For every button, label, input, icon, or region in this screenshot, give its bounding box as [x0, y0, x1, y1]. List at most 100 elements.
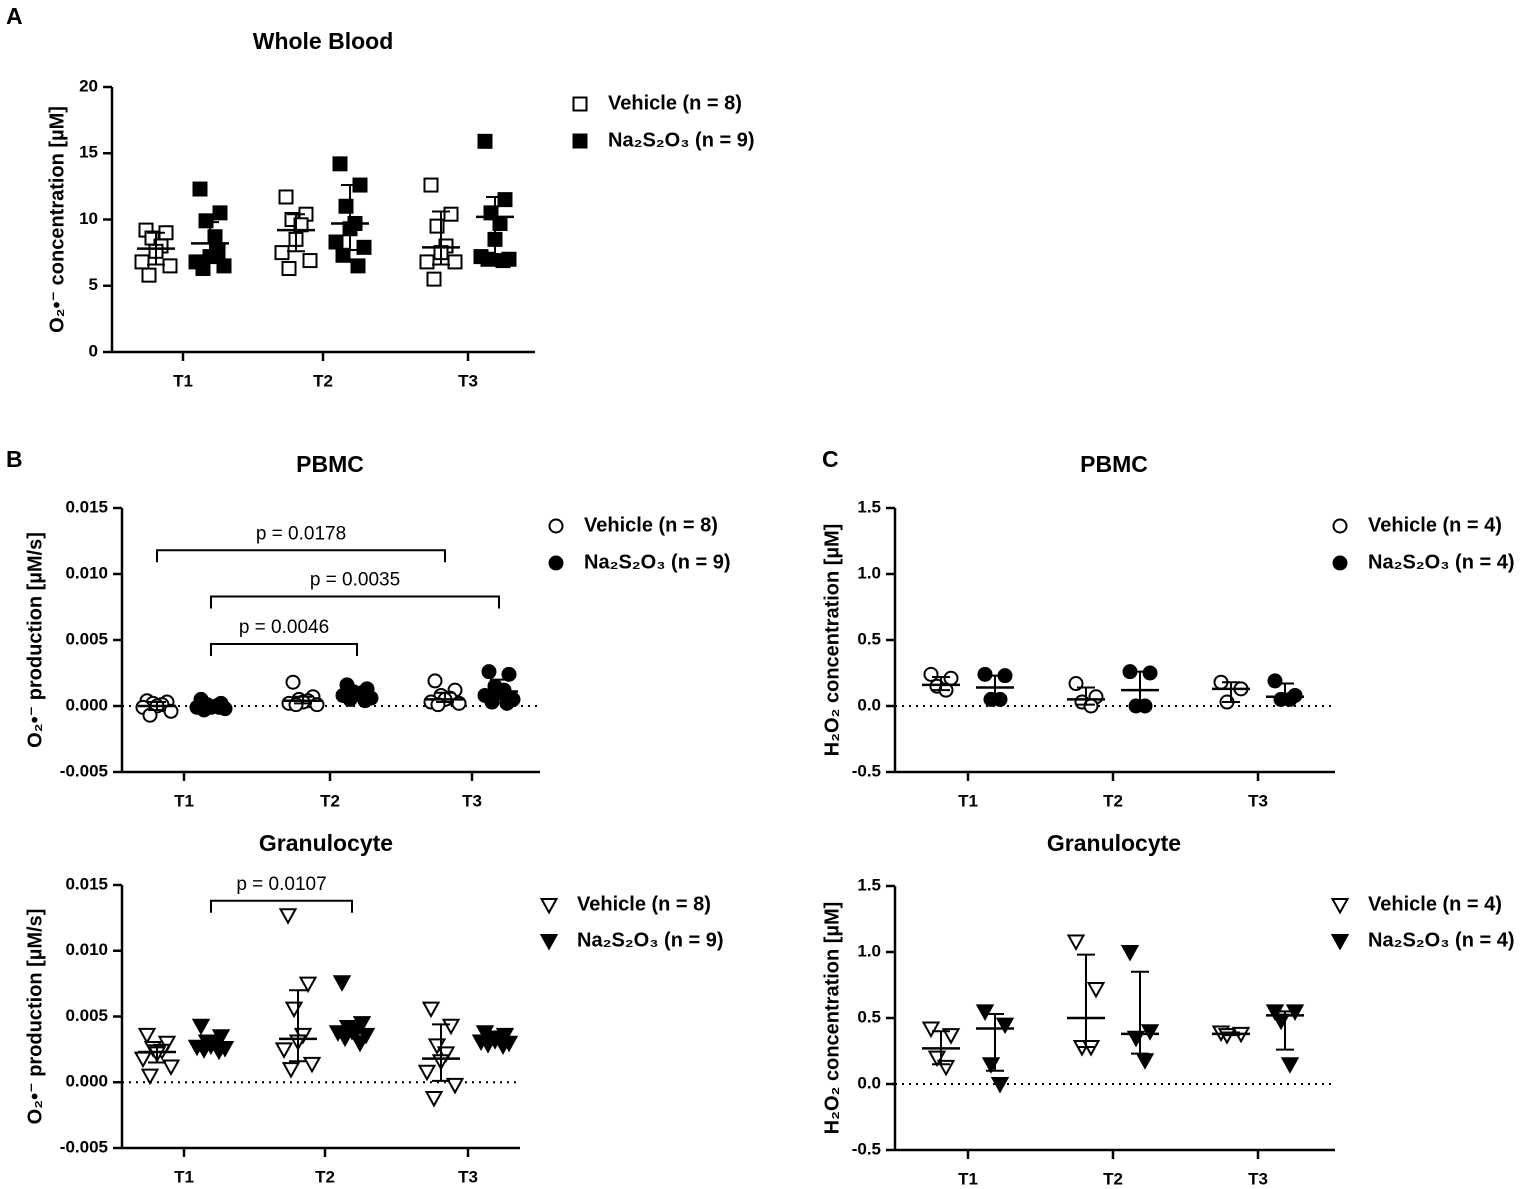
significance-label: p = 0.0107 [236, 874, 326, 895]
point [477, 133, 493, 149]
y-tick-label: 0.0 [857, 695, 881, 714]
point [1066, 934, 1086, 951]
x-tick-label: T3 [1248, 1169, 1268, 1188]
point [140, 1068, 160, 1086]
point [195, 261, 211, 277]
point [1267, 673, 1283, 689]
x-tick-label: T3 [462, 791, 482, 810]
point [481, 664, 497, 680]
y-tick-label: -0.5 [852, 1139, 881, 1158]
y-axis-label: O₂•⁻ concentration [µM] [46, 106, 68, 333]
point [278, 189, 294, 205]
y-tick-label: 1.5 [857, 497, 881, 516]
y-axis-label: O₂•⁻ production [µM/s] [24, 532, 46, 748]
legend-label: Vehicle (n = 8) [577, 893, 711, 915]
y-tick-label: -0.005 [60, 761, 108, 780]
y-tick-label: 0.000 [65, 695, 108, 714]
point [436, 1046, 456, 1063]
point [1142, 665, 1158, 681]
chart-title: PBMC [296, 451, 364, 477]
y-tick-label: 5 [89, 275, 98, 294]
significance-label: p = 0.0178 [256, 523, 346, 544]
y-tick-label: 0.000 [65, 1072, 108, 1091]
point [142, 707, 158, 723]
y-tick-label: 1.0 [857, 563, 881, 582]
significance-bracket [156, 549, 446, 563]
point [426, 271, 442, 287]
point [417, 1064, 437, 1082]
point [921, 1021, 941, 1039]
legend-label: Na₂S₂O₃ (n = 9) [608, 129, 755, 151]
x-tick-label: T2 [313, 371, 333, 390]
point [497, 192, 513, 208]
point [423, 177, 439, 193]
x-tick-label: T3 [458, 1167, 478, 1186]
point [210, 243, 226, 259]
point [441, 1018, 461, 1036]
point [1332, 518, 1348, 534]
chart-title: Whole Blood [253, 28, 394, 54]
y-axis-label: H₂O₂ concentration [µM] [821, 902, 843, 1135]
point [335, 247, 351, 263]
point [350, 258, 366, 274]
point [447, 254, 463, 270]
y-tick-label: 0.5 [857, 629, 881, 648]
point [332, 156, 348, 172]
y-tick-label: 0.0 [857, 1073, 881, 1092]
x-tick-label: T3 [458, 371, 478, 390]
point [157, 1035, 177, 1053]
x-tick-label: T1 [174, 1167, 194, 1186]
point [212, 205, 228, 221]
x-tick-label: T1 [174, 791, 194, 810]
chart-title: PBMC [1080, 451, 1148, 477]
legend-label: Vehicle (n = 4) [1368, 893, 1502, 915]
point [1271, 1013, 1291, 1031]
point [281, 261, 297, 277]
legend-label: Na₂S₂O₃ (n = 4) [1368, 551, 1515, 573]
point [1135, 1053, 1155, 1070]
x-tick-label: T2 [1103, 791, 1123, 810]
point [539, 934, 559, 951]
point [1120, 945, 1140, 962]
legend-label: Na₂S₂O₃ (n = 9) [577, 929, 724, 951]
point [141, 267, 157, 283]
point [1140, 1024, 1160, 1041]
x-tick-label: T3 [1248, 791, 1268, 810]
y-tick-label: 0.015 [65, 874, 108, 893]
significance-bracket [210, 642, 358, 656]
point [274, 1042, 294, 1059]
point [302, 1056, 322, 1074]
significance-label: p = 0.0046 [239, 617, 329, 638]
x-tick-label: T1 [958, 1169, 978, 1188]
y-tick-label: 0.005 [65, 1006, 108, 1025]
y-tick-label: 0 [89, 341, 98, 360]
point [284, 1001, 304, 1019]
point [539, 898, 559, 915]
chart-title: Granulocyte [259, 830, 393, 856]
panel-label: C [822, 446, 839, 472]
legend-label: Vehicle (n = 4) [1368, 514, 1502, 536]
point [298, 976, 318, 994]
point [161, 1059, 181, 1077]
point [424, 1091, 444, 1108]
legend-label: Vehicle (n = 8) [608, 92, 742, 114]
point [356, 239, 372, 255]
y-tick-label: 10 [79, 209, 98, 228]
point [981, 1057, 1001, 1074]
x-tick-label: T2 [320, 791, 340, 810]
y-tick-label: 0.015 [65, 497, 108, 516]
point [332, 975, 352, 992]
panel-label: A [6, 3, 23, 29]
point [443, 206, 459, 222]
point [162, 258, 178, 274]
point [137, 1027, 157, 1045]
legend-label: Na₂S₂O₃ (n = 4) [1368, 929, 1515, 951]
y-tick-label: 15 [79, 143, 98, 162]
point [572, 133, 588, 149]
point [285, 674, 301, 690]
y-tick-label: 0.005 [65, 629, 108, 648]
y-tick-label: 1.5 [857, 875, 881, 894]
point [484, 694, 500, 710]
point [548, 518, 564, 534]
